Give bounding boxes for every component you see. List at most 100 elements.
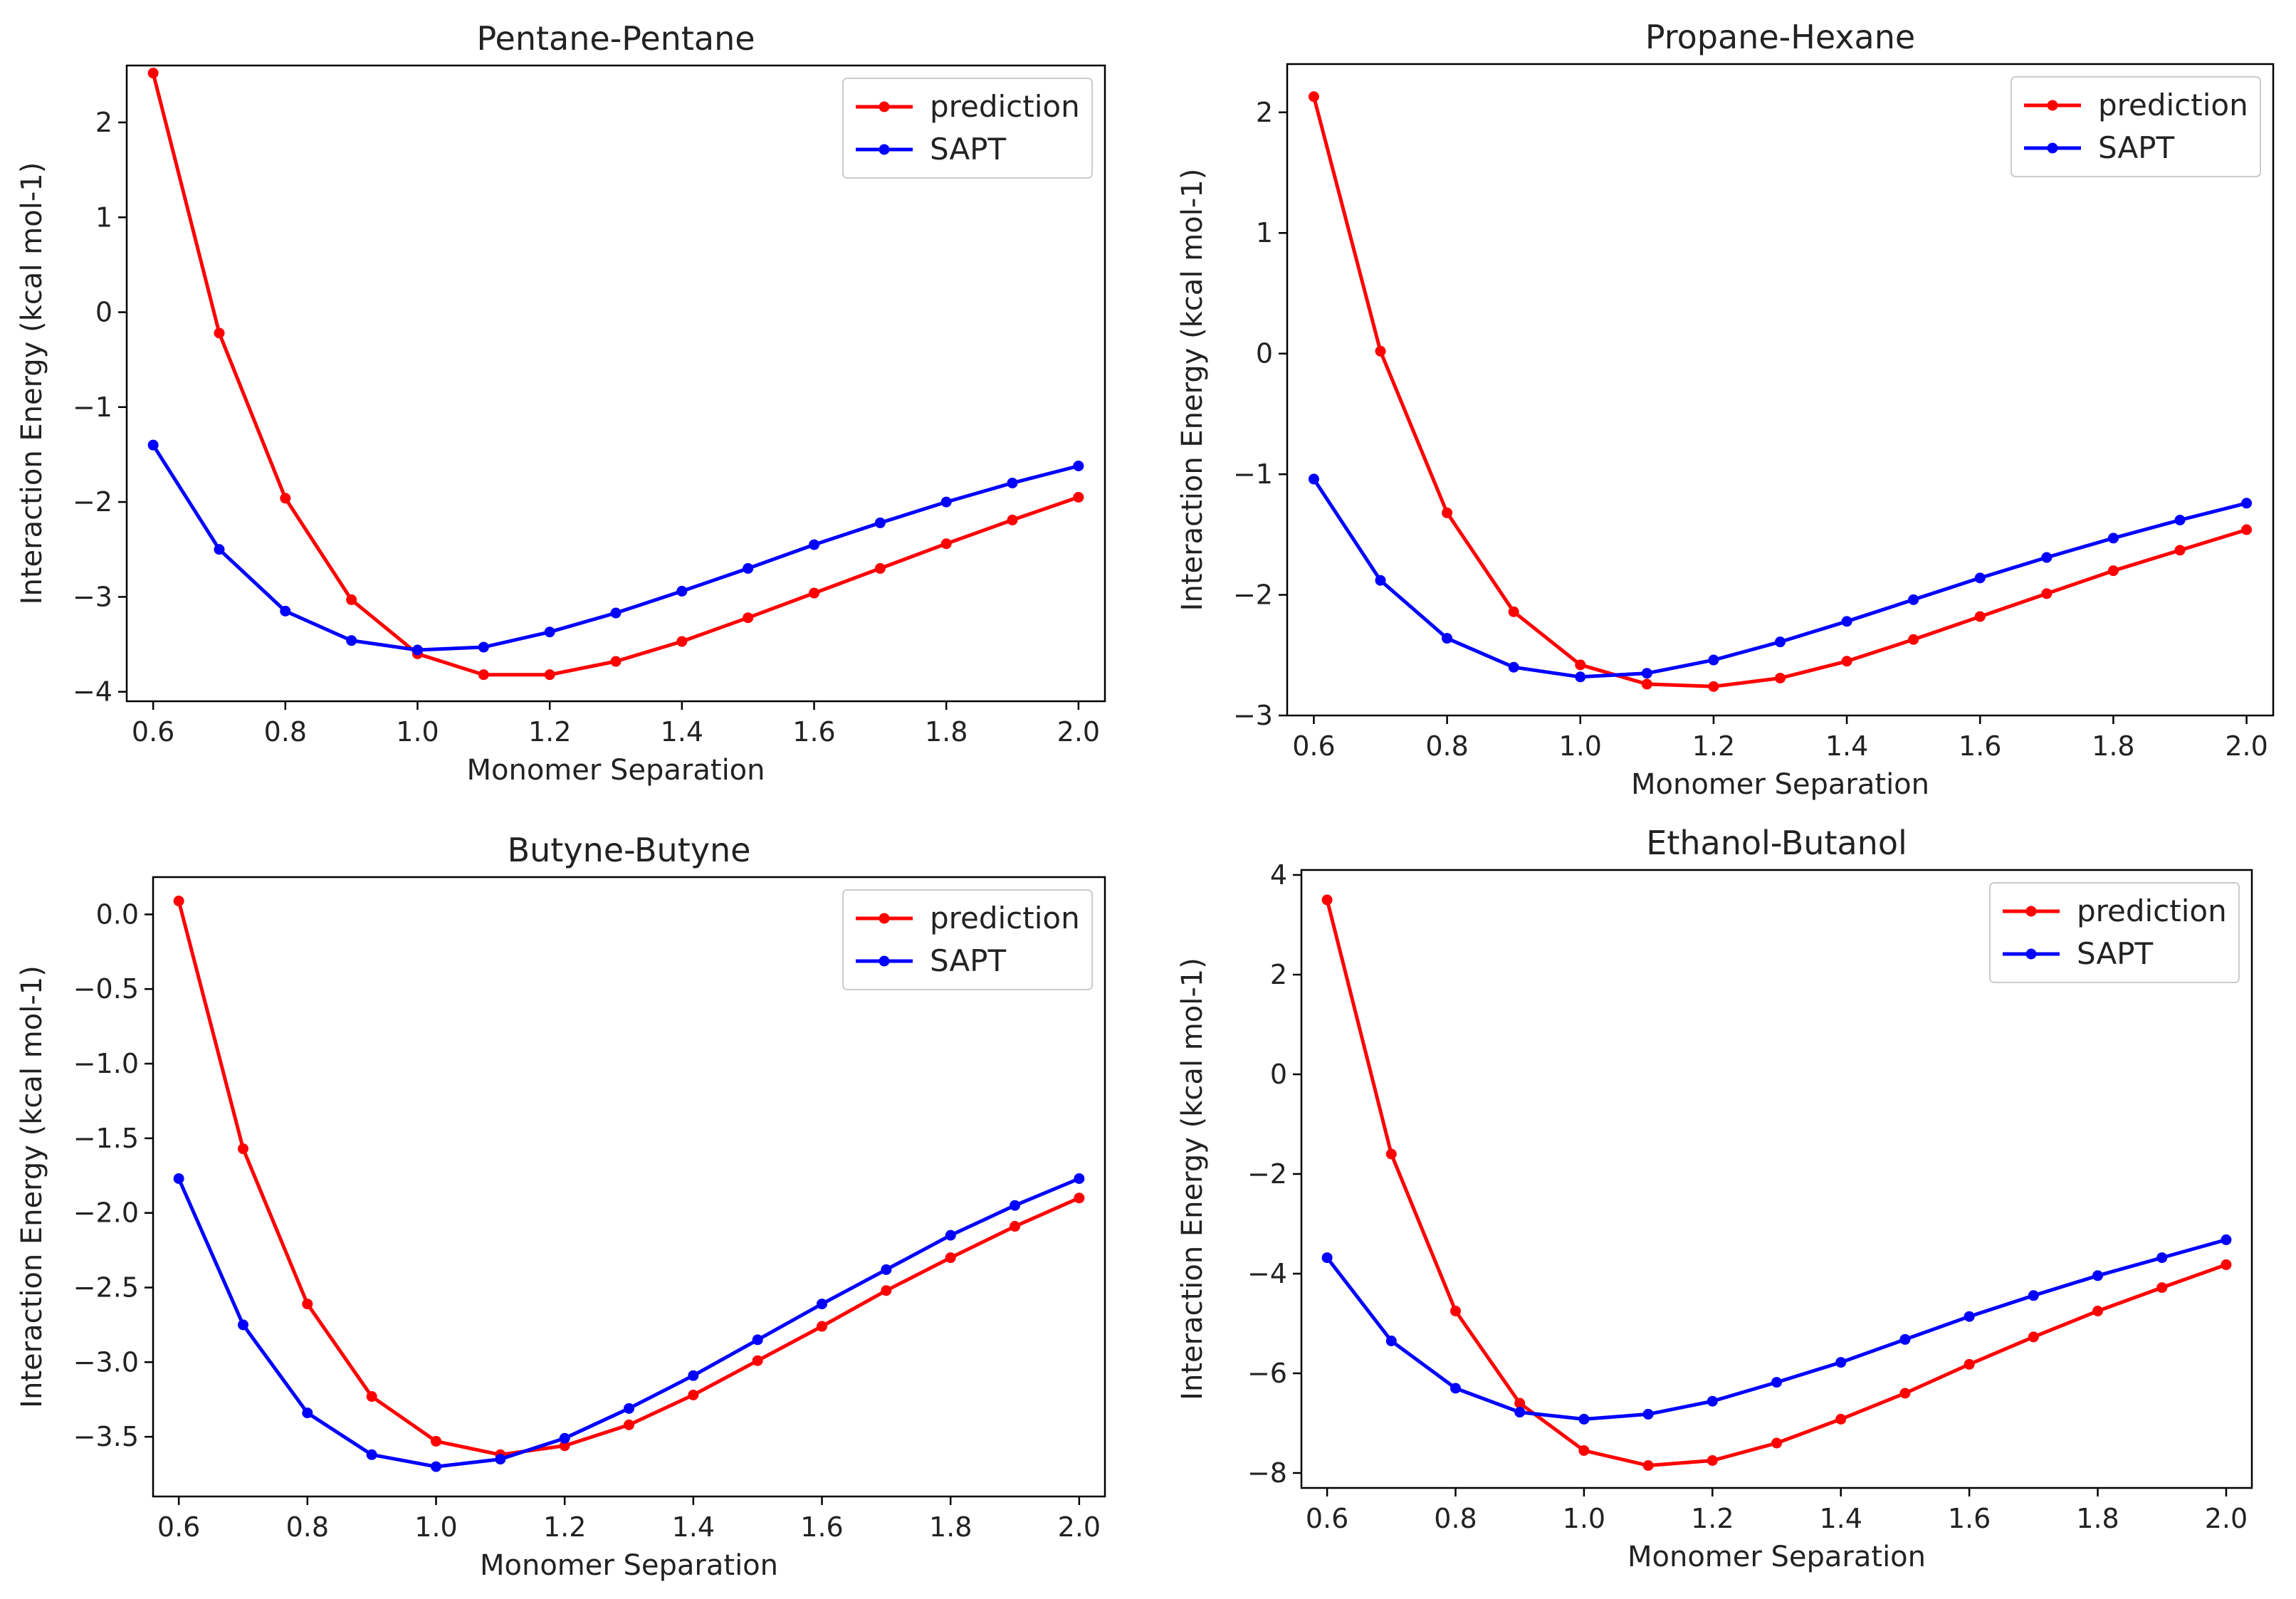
x-tick-label: 1.8 — [925, 716, 968, 748]
data-point-sapt — [1974, 572, 1986, 584]
x-tick-label: 2.0 — [1058, 1511, 1101, 1543]
legend-label-prediction: prediction — [2077, 893, 2227, 928]
data-point-sapt — [1708, 654, 1719, 666]
y-tick-label: −6 — [1247, 1358, 1287, 1389]
data-point-sapt — [945, 1230, 956, 1241]
x-tick-label: 1.6 — [800, 1511, 843, 1543]
legend: prediction SAPT — [842, 78, 1093, 179]
data-point-sapt — [1514, 1407, 1526, 1418]
data-point-prediction — [1899, 1388, 1911, 1399]
data-point-prediction — [1775, 672, 1786, 683]
x-tick-label: 0.6 — [1306, 1503, 1348, 1534]
data-point-prediction — [2156, 1282, 2168, 1294]
data-point-prediction — [1010, 1221, 1021, 1232]
legend-box — [1989, 882, 2240, 983]
data-point-prediction — [1908, 634, 1919, 645]
data-point-prediction — [2221, 1259, 2232, 1270]
data-point-prediction — [1641, 678, 1652, 690]
data-point-sapt — [2107, 533, 2119, 544]
data-point-prediction — [2092, 1306, 2104, 1316]
data-point-prediction — [2174, 545, 2186, 556]
data-point-prediction — [1964, 1358, 1975, 1370]
legend-marker-sapt — [2025, 948, 2037, 960]
legend: prediction SAPT — [842, 889, 1093, 990]
y-tick-label: −2.0 — [73, 1197, 139, 1229]
data-point-prediction — [1308, 91, 1319, 103]
y-tick-label: 2 — [1270, 959, 1287, 990]
x-tick-label: 1.2 — [1691, 1503, 1734, 1534]
data-point-prediction — [817, 1321, 828, 1332]
data-point-sapt — [1385, 1336, 1397, 1346]
data-point-sapt — [1707, 1395, 1718, 1407]
data-point-prediction — [544, 669, 555, 681]
legend-marker-sapt — [879, 144, 890, 155]
data-point-sapt — [809, 539, 820, 550]
data-point-sapt — [2174, 515, 2186, 525]
x-tick-label: 0.6 — [1292, 730, 1335, 762]
data-point-prediction — [1514, 1398, 1526, 1409]
data-point-sapt — [302, 1407, 313, 1419]
data-point-sapt — [544, 627, 555, 638]
x-tick-label: 0.8 — [1434, 1503, 1477, 1534]
y-axis-label: Interaction Energy (kcal mol-1) — [16, 162, 48, 605]
legend-marker-prediction — [2047, 100, 2058, 111]
data-point-sapt — [1578, 1413, 1590, 1425]
data-point-prediction — [1841, 656, 1852, 667]
x-tick-label: 2.0 — [2205, 1503, 2248, 1534]
data-point-sapt — [1375, 575, 1386, 586]
data-point-sapt — [688, 1370, 699, 1381]
x-axis-label: Monomer Separation — [466, 754, 765, 787]
x-tick-label: 1.8 — [2076, 1503, 2119, 1534]
data-point-prediction — [237, 1143, 248, 1155]
data-point-prediction — [1074, 1192, 1085, 1204]
data-point-prediction — [1073, 491, 1084, 503]
data-point-sapt — [1899, 1333, 1911, 1345]
data-point-prediction — [173, 896, 184, 907]
y-tick-label: 0.0 — [96, 898, 139, 930]
data-point-prediction — [1321, 894, 1333, 906]
x-tick-label: 2.0 — [2225, 730, 2268, 762]
x-tick-label: 1.0 — [414, 1511, 457, 1543]
y-tick-label: 2 — [1256, 97, 1273, 128]
data-point-sapt — [1841, 616, 1852, 627]
data-point-sapt — [1775, 636, 1786, 648]
data-point-prediction — [214, 327, 225, 339]
data-point-prediction — [1442, 507, 1453, 518]
data-point-sapt — [2028, 1290, 2039, 1301]
data-point-prediction — [624, 1419, 634, 1430]
y-axis-label: Interaction Energy (kcal mol-1) — [1176, 958, 1209, 1400]
x-axis-label: Monomer Separation — [1631, 768, 1929, 801]
data-point-prediction — [366, 1391, 377, 1403]
x-tick-label: 1.0 — [396, 716, 439, 748]
y-tick-label: −3 — [1233, 700, 1273, 731]
chart-title: Ethanol-Butanol — [1646, 824, 1907, 862]
chart-title: Butyne-Butyne — [508, 831, 751, 869]
data-point-prediction — [280, 493, 291, 504]
data-point-prediction — [945, 1252, 956, 1264]
x-tick-label: 1.4 — [672, 1511, 715, 1543]
legend: prediction SAPT — [2011, 76, 2261, 177]
data-point-prediction — [940, 538, 952, 550]
data-point-sapt — [1908, 594, 1919, 605]
data-point-sapt — [2241, 498, 2253, 509]
x-axis-label: Monomer Separation — [480, 1549, 778, 1582]
y-tick-label: 1 — [95, 201, 112, 233]
x-tick-label: 1.4 — [1819, 1503, 1862, 1534]
data-point-sapt — [2041, 552, 2053, 563]
data-point-prediction — [676, 636, 688, 647]
x-tick-label: 1.2 — [1692, 730, 1735, 762]
x-tick-label: 1.4 — [1825, 730, 1868, 762]
data-point-sapt — [2092, 1270, 2104, 1281]
data-point-prediction — [1642, 1460, 1654, 1471]
data-point-prediction — [610, 656, 622, 667]
data-point-prediction — [809, 587, 820, 599]
data-point-sapt — [624, 1403, 634, 1414]
y-tick-label: −2 — [1247, 1158, 1287, 1190]
chart-title: Pentane-Pentane — [476, 19, 755, 58]
data-point-sapt — [495, 1454, 506, 1465]
y-tick-label: −4 — [73, 676, 112, 708]
data-point-sapt — [1074, 1173, 1085, 1184]
data-point-prediction — [2107, 565, 2119, 577]
data-point-prediction — [478, 669, 489, 681]
data-point-sapt — [1642, 1408, 1654, 1420]
